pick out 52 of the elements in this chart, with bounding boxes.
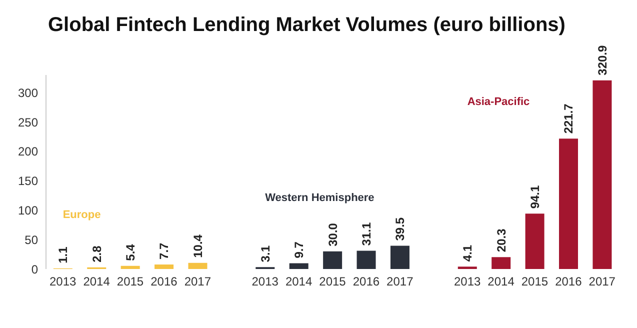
y-tick-label: 300 [18,86,38,100]
bar [188,262,208,269]
bar [559,138,578,269]
x-tick-label: 2013 [50,274,77,289]
x-tick-label: 2014 [285,274,312,289]
x-tick-label: 2016 [555,274,582,289]
y-tick-label: 150 [18,174,38,188]
x-tick-label: 2013 [252,274,279,289]
x-tick-label: 2016 [352,274,380,289]
bar [289,263,308,269]
data-label: 31.1 [359,222,374,246]
x-tick-label: 2017 [588,274,616,289]
bar [492,257,511,269]
x-tick-label: 2017 [386,274,414,289]
y-tick-label: 0 [31,262,38,276]
data-label: 1.1 [56,246,70,264]
x-tick-label: 2015 [521,274,548,289]
text: Europe [62,208,101,221]
x-tick-label: 2017 [184,274,212,289]
x-tick-label: 2014 [488,274,515,289]
data-label: 39.5 [393,217,408,241]
data-label: 20.3 [494,228,508,252]
y-tick-label: 200 [18,144,38,159]
bar [154,264,174,269]
x-tick-label: 2016 [150,274,178,289]
x-tick-label: 2015 [319,274,346,289]
bar [525,214,544,269]
data-label: 94.1 [528,185,542,209]
data-label: 30.0 [326,222,340,246]
x-tick-label: 2013 [454,274,481,289]
bar [120,266,140,269]
data-label: 320.9 [595,44,610,76]
text: Asia-Pacific [467,96,530,108]
data-label: 5.4 [124,244,138,261]
x-tick-label: 2015 [116,274,144,289]
x-tick-label: 2014 [83,274,110,289]
y-tick-label: 100 [18,203,38,218]
y-tick-label: 50 [24,232,38,247]
bar [390,246,410,269]
data-label: 3.1 [258,245,272,262]
data-label: 10.4 [190,234,205,258]
chart-title: Global Fintech Lending Market Volumes (euro billions) [47,13,566,37]
bar [592,80,612,269]
data-label: 2.8 [90,245,104,262]
data-label: 4.1 [460,244,475,262]
text: Western Hemisphere [265,192,374,204]
data-label: 7.7 [157,242,172,260]
bar [323,251,342,269]
bar [356,250,376,269]
y-tick-label: 250 [18,115,38,130]
data-label: 221.7 [562,103,576,134]
data-label: 9.7 [292,241,306,258]
